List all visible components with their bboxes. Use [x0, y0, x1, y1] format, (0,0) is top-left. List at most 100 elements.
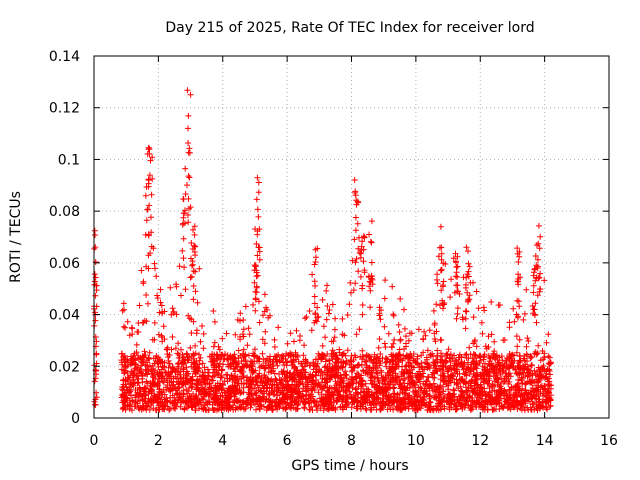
data-point: [146, 145, 153, 152]
data-point: [225, 356, 232, 363]
data-point: [403, 340, 409, 347]
data-point: [231, 379, 238, 386]
data-point: [253, 389, 260, 396]
data-point: [501, 395, 508, 402]
data-point: [455, 288, 461, 295]
data-point: [142, 366, 149, 373]
data-point: [426, 392, 433, 399]
data-point: [255, 384, 262, 391]
data-point: [244, 342, 251, 349]
data-point: [266, 364, 273, 371]
data-point: [258, 388, 265, 395]
data-point: [190, 226, 196, 233]
data-point: [400, 370, 407, 376]
data-point: [271, 391, 278, 398]
data-point: [280, 368, 287, 374]
data-point: [213, 367, 219, 373]
data-point: [251, 400, 258, 407]
data-point: [427, 353, 434, 359]
data-point: [170, 378, 177, 385]
data-point: [246, 391, 253, 398]
data-point: [495, 359, 502, 366]
data-point: [520, 316, 527, 323]
data-point: [454, 305, 461, 312]
data-point: [485, 333, 492, 340]
data-point: [261, 371, 268, 378]
data-point: [352, 214, 359, 221]
data-point: [169, 334, 176, 340]
data-point: [499, 368, 506, 375]
data-point: [323, 287, 330, 294]
data-point: [421, 385, 428, 392]
data-point: [328, 374, 335, 381]
data-point: [256, 226, 263, 233]
data-point: [394, 363, 400, 369]
data-point: [463, 308, 470, 315]
data-point: [181, 264, 188, 271]
x-axis-label: GPS time / hours: [291, 458, 408, 474]
data-point: [540, 362, 547, 369]
data-point: [438, 396, 445, 403]
data-point: [445, 346, 452, 353]
data-point: [535, 275, 542, 282]
data-point: [450, 386, 457, 393]
data-point: [312, 317, 319, 324]
data-point: [545, 331, 552, 338]
data-point: [189, 262, 195, 269]
data-point: [376, 336, 383, 342]
data-point: [344, 394, 351, 401]
data-point: [422, 332, 429, 339]
data-point: [166, 373, 173, 380]
data-point: [175, 396, 182, 403]
data-point: [403, 353, 410, 360]
data-point: [355, 245, 362, 252]
data-point: [446, 374, 453, 381]
data-point: [177, 403, 184, 410]
data-point: [152, 394, 159, 401]
data-point: [144, 359, 150, 366]
data-point: [493, 375, 500, 382]
data-point: [240, 368, 247, 375]
data-point: [337, 377, 344, 384]
data-point: [284, 378, 290, 385]
data-point: [123, 395, 130, 402]
data-point: [131, 367, 138, 374]
data-point: [121, 369, 128, 376]
data-point: [143, 263, 150, 270]
data-point: [240, 363, 247, 370]
data-point: [479, 373, 486, 380]
data-point: [329, 347, 336, 354]
data-point: [331, 384, 338, 391]
data-point: [190, 296, 197, 303]
data-point: [405, 397, 412, 403]
data-point: [239, 399, 246, 406]
x-tick-label: 6: [283, 433, 292, 449]
data-point: [227, 352, 234, 359]
data-point: [452, 358, 459, 364]
data-point: [397, 295, 404, 302]
data-point: [505, 355, 512, 362]
data-point: [232, 382, 239, 389]
data-point: [141, 384, 148, 391]
data-point: [249, 385, 256, 392]
data-point: [523, 286, 530, 293]
data-point: [366, 354, 372, 361]
data-point: [525, 338, 532, 344]
data-point: [139, 396, 146, 403]
data-point: [392, 364, 399, 371]
data-point: [316, 367, 323, 374]
data-point: [263, 304, 269, 311]
data-point: [531, 311, 538, 318]
data-point: [377, 406, 384, 413]
data-point: [528, 378, 535, 385]
data-point: [245, 325, 252, 332]
data-point: [514, 387, 521, 394]
data-point: [206, 384, 213, 391]
data-point: [463, 389, 470, 396]
data-point: [188, 330, 195, 336]
data-point: [448, 276, 455, 283]
data-point: [291, 382, 298, 388]
data-point: [367, 374, 374, 381]
data-point: [481, 406, 488, 413]
data-point: [282, 405, 289, 412]
